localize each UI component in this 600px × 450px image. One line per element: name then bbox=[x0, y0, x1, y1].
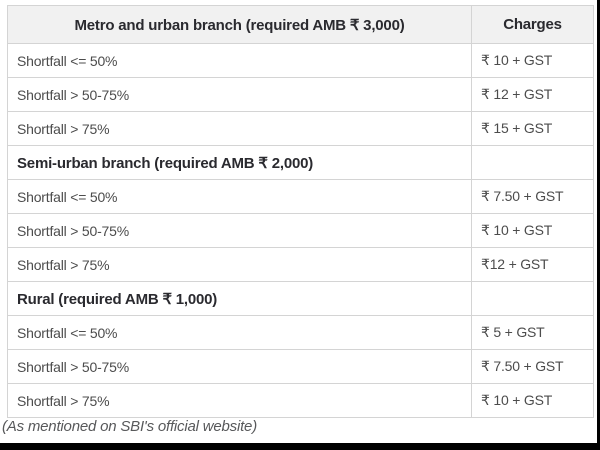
section-label-cell: Rural (required AMB ₹ 1,000) bbox=[7, 281, 472, 316]
bottom-frame-edge bbox=[0, 443, 600, 450]
right-frame-edge bbox=[597, 0, 600, 450]
charge-value-cell bbox=[471, 281, 594, 316]
charges-table-head: Metro and urban branch (required AMB ₹ 3… bbox=[7, 5, 594, 44]
table-row: Shortfall > 75% ₹ 10 + GST bbox=[7, 383, 594, 418]
charge-value-cell: ₹ 5 + GST bbox=[471, 315, 594, 350]
table-row: Shortfall <= 50% ₹ 7.50 + GST bbox=[7, 179, 594, 214]
shortfall-label-cell: Shortfall > 50-75% bbox=[7, 77, 472, 112]
shortfall-label-cell: Shortfall <= 50% bbox=[7, 179, 472, 214]
shortfall-label-cell: Shortfall > 75% bbox=[7, 111, 472, 146]
charge-value-cell bbox=[471, 145, 594, 180]
section-row: Rural (required AMB ₹ 1,000) bbox=[7, 281, 594, 316]
header-row: Metro and urban branch (required AMB ₹ 3… bbox=[7, 5, 594, 44]
charges-table-body: Shortfall <= 50% ₹ 10 + GST Shortfall > 50… bbox=[7, 43, 594, 418]
charge-value-cell: ₹ 10 + GST bbox=[471, 213, 594, 248]
table-row: Shortfall > 50-75% ₹ 7.50 + GST bbox=[7, 349, 594, 384]
shortfall-label-cell: Shortfall > 50-75% bbox=[7, 213, 472, 248]
shortfall-label-cell: Shortfall > 75% bbox=[7, 247, 472, 282]
shortfall-label-cell: Shortfall <= 50% bbox=[7, 315, 472, 350]
charge-value-cell: ₹ 7.50 + GST bbox=[471, 349, 594, 384]
charge-value-cell: ₹12 + GST bbox=[471, 247, 594, 282]
table-row: Shortfall <= 50% ₹ 10 + GST bbox=[7, 43, 594, 78]
charge-value-cell: ₹ 15 + GST bbox=[471, 111, 594, 146]
header-cell-charges: Charges bbox=[471, 5, 594, 44]
charge-value-cell: ₹ 10 + GST bbox=[471, 43, 594, 78]
charge-value-cell: ₹ 7.50 + GST bbox=[471, 179, 594, 214]
header-cell-category: Metro and urban branch (required AMB ₹ 3… bbox=[7, 5, 472, 44]
shortfall-label-cell: Shortfall > 50-75% bbox=[7, 349, 472, 384]
section-row: Semi-urban branch (required AMB ₹ 2,000) bbox=[7, 145, 594, 180]
charges-table: Metro and urban branch (required AMB ₹ 3… bbox=[7, 5, 594, 418]
source-note: (As mentioned on SBI's official website) bbox=[2, 418, 257, 435]
table-row: Shortfall > 50-75% ₹ 10 + GST bbox=[7, 213, 594, 248]
charge-value-cell: ₹ 10 + GST bbox=[471, 383, 594, 418]
shortfall-label-cell: Shortfall > 75% bbox=[7, 383, 472, 418]
table-row: Shortfall > 75% ₹12 + GST bbox=[7, 247, 594, 282]
table-row: Shortfall <= 50% ₹ 5 + GST bbox=[7, 315, 594, 350]
shortfall-label-cell: Shortfall <= 50% bbox=[7, 43, 472, 78]
table-row: Shortfall > 75% ₹ 15 + GST bbox=[7, 111, 594, 146]
section-label-cell: Semi-urban branch (required AMB ₹ 2,000) bbox=[7, 145, 472, 180]
table-row: Shortfall > 50-75% ₹ 12 + GST bbox=[7, 77, 594, 112]
charge-value-cell: ₹ 12 + GST bbox=[471, 77, 594, 112]
